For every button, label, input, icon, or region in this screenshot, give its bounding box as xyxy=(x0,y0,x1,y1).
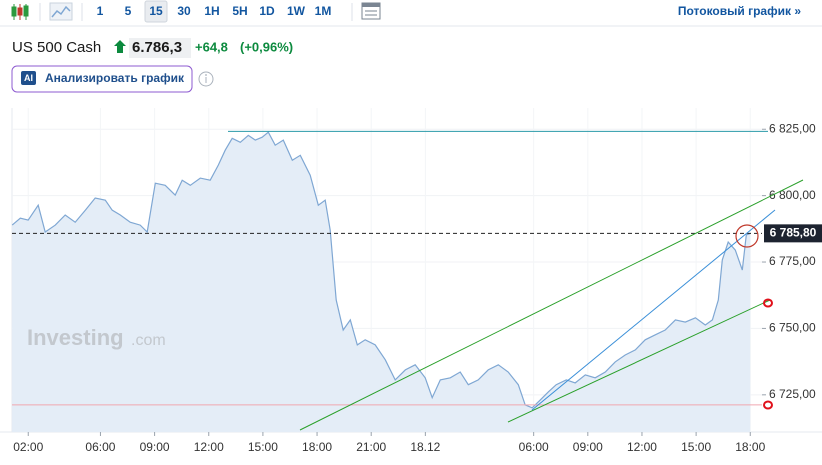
x-tick-label: 18:00 xyxy=(735,440,765,454)
y-tick-label: 6 775,00 xyxy=(769,254,816,268)
handle[interactable] xyxy=(763,400,773,410)
x-tick-label: 09:00 xyxy=(573,440,603,454)
area-fill xyxy=(12,132,751,432)
interval-button[interactable]: 1D xyxy=(259,4,275,18)
x-tick-label: 15:00 xyxy=(681,440,711,454)
interval-button[interactable]: 5H xyxy=(232,4,247,18)
interval-button[interactable]: 1H xyxy=(204,4,219,18)
y-tick-label: 6 725,00 xyxy=(769,387,816,401)
ai-badge-bg xyxy=(21,71,36,85)
ai-button-label[interactable]: Анализировать график xyxy=(45,71,185,85)
up-arrow xyxy=(114,40,126,53)
ai-badge: AI xyxy=(24,73,33,83)
trend-line[interactable] xyxy=(507,299,771,423)
watermark-brand: Investing xyxy=(27,325,124,350)
interval-button[interactable]: 30 xyxy=(177,4,191,18)
watermark-suffix: .com xyxy=(131,332,166,349)
x-tick-label: 12:00 xyxy=(627,440,657,454)
interval-button[interactable]: 1W xyxy=(287,4,306,18)
y-tick-label: 6 750,00 xyxy=(769,321,816,335)
highlight-circle[interactable] xyxy=(735,224,759,248)
x-tick-label: 02:00 xyxy=(13,440,43,454)
header: US 500 Cash 6.786,3 +64,8 (+0,96%) AI Ан… xyxy=(11,38,293,93)
x-tick-label: 12:00 xyxy=(194,440,224,454)
info-icon[interactable] xyxy=(198,71,214,87)
line-chart-icon[interactable] xyxy=(49,2,73,21)
interval-button[interactable]: 15 xyxy=(149,4,163,18)
price-line xyxy=(11,131,751,409)
x-tick-label: 18.12 xyxy=(410,440,440,454)
price-bg xyxy=(129,38,191,58)
y-tick-label: 6 800,00 xyxy=(769,188,816,202)
handle[interactable] xyxy=(763,298,773,308)
change: +64,8 xyxy=(195,39,228,54)
table-icon[interactable] xyxy=(361,2,381,20)
instrument-name: US 500 Cash xyxy=(12,39,101,56)
price: 6.786,3 xyxy=(132,39,182,56)
x-tick-label: 06:00 xyxy=(519,440,549,454)
x-tick-label: 09:00 xyxy=(140,440,170,454)
interval-button[interactable]: 5 xyxy=(125,4,132,18)
current-price-box xyxy=(764,224,822,243)
stream-link[interactable]: Потоковый график » xyxy=(678,4,801,18)
ai-button[interactable] xyxy=(11,65,193,93)
interval-button[interactable]: 1 xyxy=(97,4,104,18)
x-tick-label: 18:00 xyxy=(302,440,332,454)
current-price-label: 6 785,80 xyxy=(770,226,817,240)
x-tick-label: 06:00 xyxy=(85,440,115,454)
x-tick-label: 21:00 xyxy=(356,440,386,454)
active-interval-bg xyxy=(144,0,168,23)
trend-line[interactable] xyxy=(531,209,776,411)
trend-line[interactable] xyxy=(299,179,804,431)
drawings xyxy=(299,179,804,431)
plot xyxy=(11,108,766,436)
y-tick-label: 6 825,00 xyxy=(769,121,816,135)
change-percent: (+0,96%) xyxy=(240,39,293,54)
toolbar: Потоковый график » xyxy=(0,0,822,27)
interval-button[interactable]: 1M xyxy=(315,4,332,18)
x-tick-label: 15:00 xyxy=(248,440,278,454)
